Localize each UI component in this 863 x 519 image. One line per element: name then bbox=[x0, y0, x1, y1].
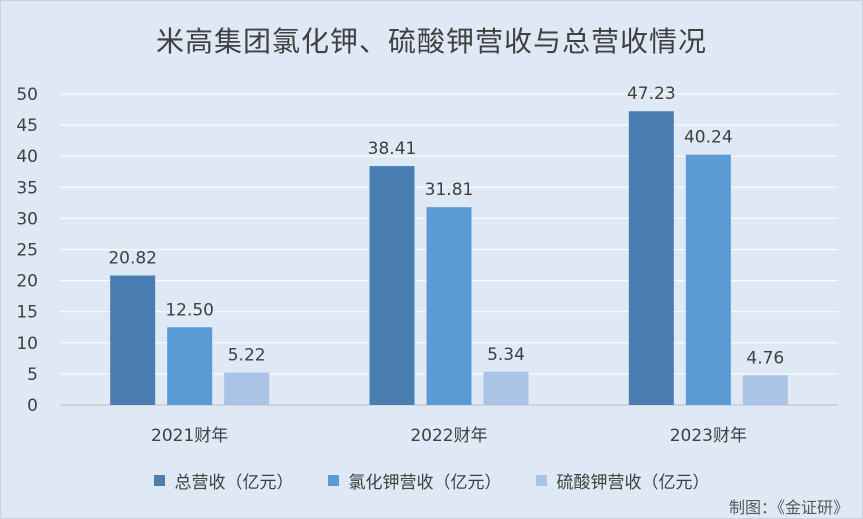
x-tick-label: 2023财年 bbox=[670, 426, 747, 446]
y-tick-label: 45 bbox=[16, 116, 38, 136]
legend-swatch-total bbox=[153, 475, 165, 486]
chart-title: 米高集团氯化钾、硫酸钾营收与总营收情况 bbox=[155, 25, 707, 58]
data-label: 20.82 bbox=[108, 248, 157, 268]
legend-swatch-k2so4 bbox=[535, 475, 547, 486]
legend-item-k2so4: 硫酸钾营收（亿元） bbox=[535, 468, 710, 493]
credit-text: 制图：《金证研》 bbox=[728, 498, 849, 517]
bar bbox=[426, 207, 472, 405]
y-tick-label: 15 bbox=[16, 303, 38, 323]
y-tick-label: 50 bbox=[16, 85, 38, 105]
x-tick-label: 2021财年 bbox=[151, 426, 228, 446]
y-tick-label: 10 bbox=[16, 334, 38, 354]
data-label: 47.23 bbox=[627, 84, 676, 104]
legend-label-kcl: 氯化钾营收（亿元） bbox=[348, 473, 502, 493]
y-tick-label: 0 bbox=[27, 396, 38, 416]
data-label: 5.34 bbox=[487, 345, 525, 365]
y-tick-label: 25 bbox=[16, 241, 38, 261]
bar bbox=[742, 375, 788, 405]
y-tick-label: 40 bbox=[16, 147, 38, 167]
data-label: 12.50 bbox=[165, 300, 214, 320]
y-tick-label: 5 bbox=[27, 365, 38, 385]
bar bbox=[685, 154, 731, 405]
data-label: 5.22 bbox=[228, 346, 266, 366]
legend-swatch-kcl bbox=[327, 475, 339, 486]
bar bbox=[483, 371, 529, 405]
legend-label-k2so4: 硫酸钾营收（亿元） bbox=[556, 473, 710, 493]
data-label: 40.24 bbox=[684, 128, 733, 148]
bar bbox=[224, 372, 270, 405]
legend-label-total: 总营收（亿元） bbox=[174, 473, 294, 493]
y-tick-label: 30 bbox=[16, 209, 38, 229]
bar bbox=[628, 111, 674, 405]
legend-item-total: 总营收（亿元） bbox=[153, 468, 294, 493]
bar bbox=[110, 275, 156, 405]
x-tick-label: 2022财年 bbox=[410, 426, 487, 446]
y-tick-label: 35 bbox=[16, 178, 38, 198]
data-label: 31.81 bbox=[425, 180, 474, 200]
bar bbox=[167, 327, 213, 405]
data-label: 4.76 bbox=[746, 348, 784, 368]
bar bbox=[369, 166, 415, 405]
legend: 总营收（亿元） 氯化钾营收（亿元） 硫酸钾营收（亿元） bbox=[0, 468, 863, 493]
data-label: 38.41 bbox=[368, 139, 417, 159]
legend-item-kcl: 氯化钾营收（亿元） bbox=[327, 468, 502, 493]
y-tick-label: 20 bbox=[16, 272, 38, 292]
